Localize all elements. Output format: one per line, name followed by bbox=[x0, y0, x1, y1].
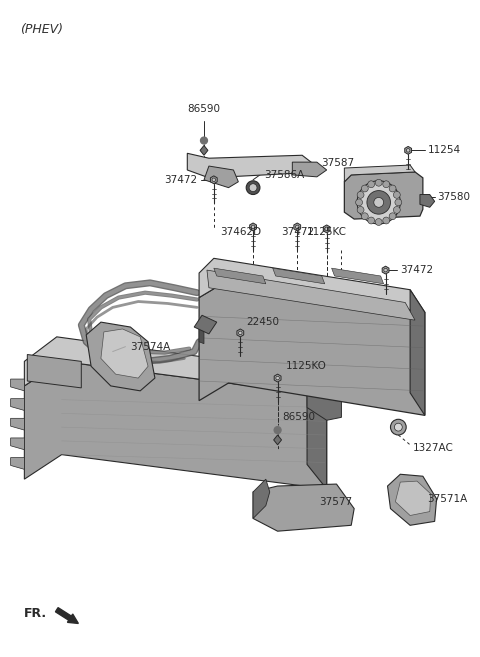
Polygon shape bbox=[187, 153, 315, 178]
Polygon shape bbox=[204, 166, 239, 188]
Circle shape bbox=[395, 199, 402, 206]
Circle shape bbox=[407, 148, 410, 152]
Text: 37577: 37577 bbox=[319, 497, 352, 507]
Circle shape bbox=[361, 185, 368, 192]
Circle shape bbox=[357, 181, 400, 224]
Polygon shape bbox=[405, 147, 411, 154]
Polygon shape bbox=[214, 268, 266, 284]
Polygon shape bbox=[344, 172, 423, 219]
FancyArrow shape bbox=[56, 608, 78, 623]
Polygon shape bbox=[250, 223, 256, 231]
Text: FR.: FR. bbox=[24, 607, 48, 620]
Circle shape bbox=[201, 137, 207, 144]
Circle shape bbox=[383, 217, 390, 224]
Text: 37587: 37587 bbox=[321, 158, 354, 168]
Text: 22450: 22450 bbox=[246, 317, 279, 327]
Polygon shape bbox=[27, 355, 81, 388]
Circle shape bbox=[239, 331, 242, 334]
Circle shape bbox=[276, 376, 279, 380]
Polygon shape bbox=[274, 435, 282, 445]
Polygon shape bbox=[396, 481, 431, 516]
Circle shape bbox=[389, 185, 396, 192]
Circle shape bbox=[249, 184, 257, 192]
Polygon shape bbox=[11, 379, 24, 391]
Text: 1125KO: 1125KO bbox=[286, 361, 326, 371]
Polygon shape bbox=[11, 438, 24, 450]
Circle shape bbox=[375, 179, 382, 186]
Circle shape bbox=[384, 268, 387, 272]
Polygon shape bbox=[332, 268, 384, 284]
Circle shape bbox=[361, 213, 368, 219]
Circle shape bbox=[356, 199, 362, 206]
Polygon shape bbox=[194, 315, 217, 334]
Polygon shape bbox=[253, 479, 270, 518]
Text: 1327AC: 1327AC bbox=[413, 443, 454, 453]
Circle shape bbox=[395, 423, 402, 431]
Circle shape bbox=[252, 225, 255, 229]
Circle shape bbox=[246, 181, 260, 194]
Text: 37462D: 37462D bbox=[220, 227, 261, 237]
Circle shape bbox=[296, 225, 299, 229]
Circle shape bbox=[383, 181, 390, 188]
Text: 37472: 37472 bbox=[164, 175, 197, 185]
Polygon shape bbox=[253, 484, 354, 532]
Polygon shape bbox=[420, 194, 435, 207]
Polygon shape bbox=[344, 165, 415, 182]
Text: 86590: 86590 bbox=[283, 413, 315, 422]
Circle shape bbox=[367, 191, 391, 214]
Text: 37571A: 37571A bbox=[427, 494, 467, 504]
Text: 11254: 11254 bbox=[428, 145, 461, 155]
Polygon shape bbox=[324, 225, 330, 233]
Polygon shape bbox=[410, 290, 425, 415]
Text: 37580: 37580 bbox=[438, 193, 470, 202]
Polygon shape bbox=[307, 371, 327, 489]
Polygon shape bbox=[387, 474, 437, 526]
Polygon shape bbox=[274, 374, 281, 382]
Polygon shape bbox=[210, 176, 217, 184]
Polygon shape bbox=[24, 361, 327, 489]
Polygon shape bbox=[86, 322, 155, 391]
Polygon shape bbox=[292, 162, 327, 177]
Circle shape bbox=[375, 219, 382, 225]
Circle shape bbox=[212, 178, 216, 181]
Circle shape bbox=[325, 227, 328, 231]
Circle shape bbox=[394, 206, 400, 214]
Text: 37586A: 37586A bbox=[264, 170, 304, 180]
Circle shape bbox=[389, 213, 396, 219]
Text: (PHEV): (PHEV) bbox=[21, 23, 63, 35]
Text: 37472: 37472 bbox=[281, 227, 314, 237]
Circle shape bbox=[357, 206, 364, 214]
Polygon shape bbox=[11, 399, 24, 411]
Polygon shape bbox=[294, 223, 300, 231]
Circle shape bbox=[357, 191, 364, 198]
Polygon shape bbox=[207, 270, 415, 320]
Polygon shape bbox=[382, 266, 389, 274]
Text: 37472: 37472 bbox=[400, 265, 433, 275]
Circle shape bbox=[394, 191, 400, 198]
Polygon shape bbox=[237, 329, 244, 337]
Polygon shape bbox=[101, 329, 148, 378]
Polygon shape bbox=[11, 419, 24, 430]
Polygon shape bbox=[307, 388, 341, 420]
Circle shape bbox=[374, 198, 384, 207]
Polygon shape bbox=[199, 320, 204, 344]
Text: 86590: 86590 bbox=[188, 104, 220, 114]
Text: 37574A: 37574A bbox=[131, 342, 170, 351]
Circle shape bbox=[391, 419, 406, 435]
Polygon shape bbox=[24, 337, 327, 396]
Polygon shape bbox=[200, 145, 208, 155]
Circle shape bbox=[368, 181, 374, 188]
Polygon shape bbox=[199, 280, 425, 415]
Circle shape bbox=[274, 426, 281, 434]
Polygon shape bbox=[199, 258, 425, 312]
Text: 1125KC: 1125KC bbox=[307, 227, 347, 237]
Polygon shape bbox=[273, 268, 324, 284]
Polygon shape bbox=[11, 457, 24, 469]
Circle shape bbox=[368, 217, 374, 224]
